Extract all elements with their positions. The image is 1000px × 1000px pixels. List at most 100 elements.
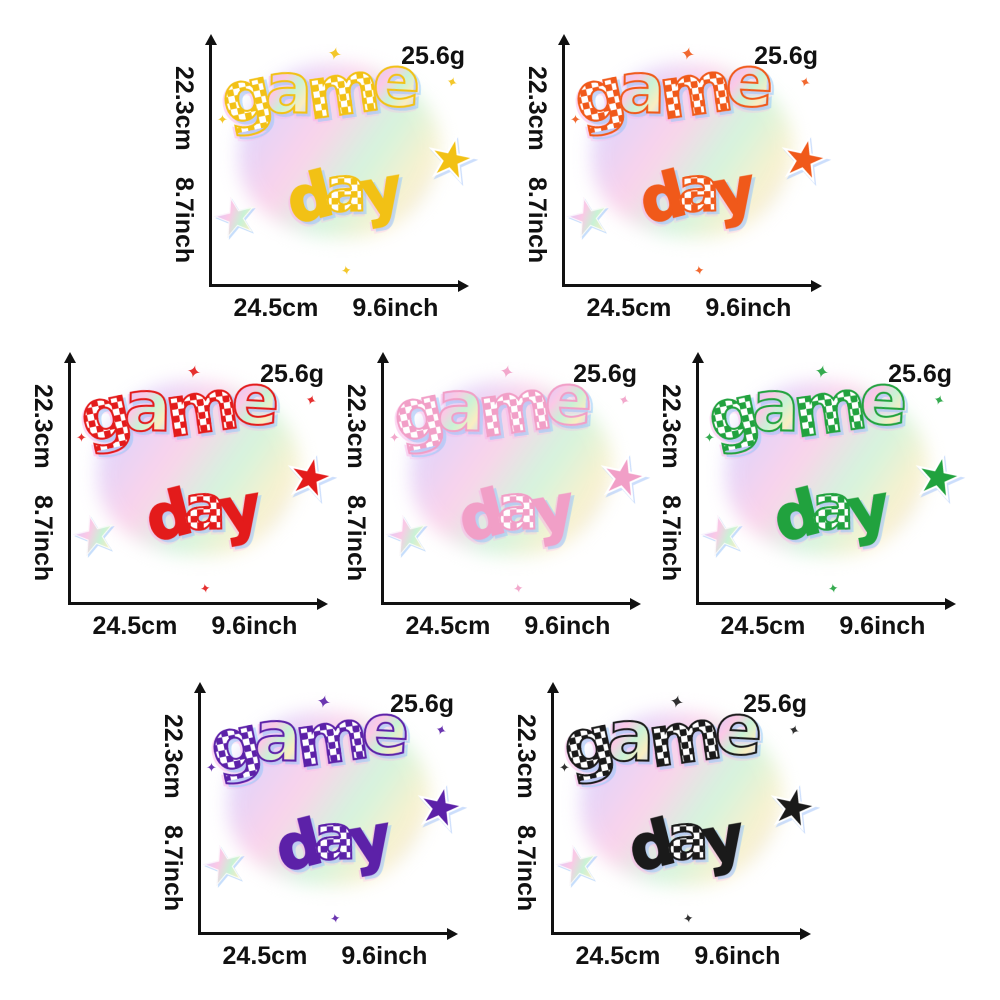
solid-star-icon: ★ bbox=[419, 122, 484, 198]
holographic-backing bbox=[726, 382, 927, 556]
height-labels: 22.3cm 8.7inch bbox=[341, 384, 370, 600]
width-labels: 24.5cm 9.6inch bbox=[385, 612, 631, 641]
design-letter: e bbox=[359, 687, 407, 773]
sparkle-icon: ✦ bbox=[206, 761, 217, 776]
width-dimension-arrow bbox=[68, 597, 328, 610]
sparkle-icon: ✦ bbox=[433, 721, 450, 741]
width-labels: 24.5cm 9.6inch bbox=[555, 942, 801, 971]
height-inch-label: 8.7inch bbox=[512, 824, 540, 911]
height-dimension-arrow bbox=[546, 682, 559, 935]
weight-label: 25.6g bbox=[888, 360, 952, 388]
height-inch-label: 8.7inch bbox=[29, 494, 57, 581]
sparkle-icon: ✦ bbox=[328, 911, 343, 928]
width-labels: 24.5cm 9.6inch bbox=[566, 294, 812, 323]
design-word-game: game bbox=[213, 39, 418, 142]
sparkle-icon: ✦ bbox=[570, 113, 581, 128]
height-cm-label: 22.3cm bbox=[512, 714, 540, 799]
height-cm-label: 22.3cm bbox=[657, 384, 685, 469]
width-inch-label: 9.6inch bbox=[352, 294, 439, 322]
design-word-day: day bbox=[620, 799, 745, 887]
height-labels: 22.3cm 8.7inch bbox=[522, 66, 551, 282]
design-letter: e bbox=[857, 357, 905, 443]
height-dimension-arrow bbox=[691, 352, 704, 605]
width-cm-label: 24.5cm bbox=[586, 294, 672, 322]
weight-label: 25.6g bbox=[260, 360, 324, 388]
holographic-backing bbox=[239, 64, 440, 238]
weight-label: 25.6g bbox=[573, 360, 637, 388]
design-letter: e bbox=[712, 687, 760, 773]
sparkle-icon: ✦ bbox=[389, 431, 400, 446]
sparkle-icon: ✦ bbox=[616, 391, 633, 411]
game-day-patch-graphic: game day ★ ★ ✦ ✦ ✦ ✦ bbox=[548, 687, 825, 928]
height-inch-label: 8.7inch bbox=[342, 494, 370, 581]
holographic-backing bbox=[228, 712, 429, 886]
sparkle-icon: ✦ bbox=[511, 581, 526, 598]
width-cm-label: 24.5cm bbox=[405, 612, 491, 640]
solid-star-icon: ★ bbox=[408, 770, 473, 846]
width-dimension-arrow bbox=[209, 279, 469, 292]
width-inch-label: 9.6inch bbox=[341, 942, 428, 970]
width-labels: 24.5cm 9.6inch bbox=[202, 942, 448, 971]
design-letter: a bbox=[123, 364, 168, 449]
sparkle-icon: ✦ bbox=[692, 263, 707, 280]
width-labels: 24.5cm 9.6inch bbox=[72, 612, 318, 641]
height-labels: 22.3cm 8.7inch bbox=[158, 714, 187, 930]
design-word-game: game bbox=[566, 39, 771, 142]
weight-label: 25.6g bbox=[743, 690, 807, 718]
sparkle-icon: ✦ bbox=[217, 113, 228, 128]
sparkle-icon: ✦ bbox=[198, 581, 213, 598]
product-panel-green: 22.3cm 8.7inch 25.6g 24.5cm 9.6inch game… bbox=[650, 348, 970, 653]
design-word-day: day bbox=[450, 469, 575, 557]
game-day-patch-graphic: game day ★ ★ ✦ ✦ ✦ ✦ bbox=[693, 357, 970, 598]
height-inch-label: 8.7inch bbox=[159, 824, 187, 911]
width-cm-label: 24.5cm bbox=[222, 942, 308, 970]
solid-star-icon: ★ bbox=[278, 440, 343, 516]
height-cm-label: 22.3cm bbox=[342, 384, 370, 469]
design-word-day: day bbox=[631, 151, 756, 239]
height-labels: 22.3cm 8.7inch bbox=[656, 384, 685, 600]
sparkle-icon: ✦ bbox=[681, 911, 696, 928]
sparkle-icon: ✦ bbox=[76, 431, 87, 446]
height-inch-label: 8.7inch bbox=[657, 494, 685, 581]
height-inch-label: 8.7inch bbox=[170, 176, 198, 263]
height-dimension-arrow bbox=[557, 34, 570, 287]
height-inch-label: 8.7inch bbox=[523, 176, 551, 263]
design-letter: e bbox=[542, 357, 590, 443]
width-inch-label: 9.6inch bbox=[705, 294, 792, 322]
width-labels: 24.5cm 9.6inch bbox=[213, 294, 459, 323]
width-dimension-arrow bbox=[381, 597, 641, 610]
sparkle-icon: ✦ bbox=[931, 391, 948, 411]
height-cm-label: 22.3cm bbox=[170, 66, 198, 151]
design-word-game: game bbox=[72, 357, 277, 460]
width-dimension-arrow bbox=[198, 927, 458, 940]
sparkle-icon: ✦ bbox=[339, 263, 354, 280]
height-labels: 22.3cm 8.7inch bbox=[169, 66, 198, 282]
design-word-day: day bbox=[278, 151, 403, 239]
sparkle-icon: ✦ bbox=[303, 391, 320, 411]
weight-label: 25.6g bbox=[754, 42, 818, 70]
design-word-game: game bbox=[700, 357, 905, 460]
height-dimension-arrow bbox=[63, 352, 76, 605]
width-dimension-arrow bbox=[562, 279, 822, 292]
width-dimension-arrow bbox=[696, 597, 956, 610]
width-cm-label: 24.5cm bbox=[92, 612, 178, 640]
solid-star-icon: ★ bbox=[761, 770, 826, 846]
sparkle-icon: ✦ bbox=[797, 73, 814, 93]
height-labels: 22.3cm 8.7inch bbox=[28, 384, 57, 600]
design-letter: a bbox=[436, 364, 481, 449]
design-letter: a bbox=[253, 694, 298, 779]
sparkle-icon: ✦ bbox=[444, 73, 461, 93]
width-inch-label: 9.6inch bbox=[211, 612, 298, 640]
width-inch-label: 9.6inch bbox=[694, 942, 781, 970]
width-cm-label: 24.5cm bbox=[575, 942, 661, 970]
design-letter: e bbox=[370, 39, 418, 125]
design-letter: a bbox=[617, 46, 662, 131]
design-word-game: game bbox=[555, 687, 760, 790]
sparkle-icon: ✦ bbox=[786, 721, 803, 741]
design-letter: a bbox=[264, 46, 309, 131]
holographic-backing bbox=[411, 382, 612, 556]
width-inch-label: 9.6inch bbox=[839, 612, 926, 640]
design-word-day: day bbox=[765, 469, 890, 557]
product-panel-purple: 22.3cm 8.7inch 25.6g 24.5cm 9.6inch game… bbox=[152, 678, 472, 983]
holographic-backing bbox=[581, 712, 782, 886]
